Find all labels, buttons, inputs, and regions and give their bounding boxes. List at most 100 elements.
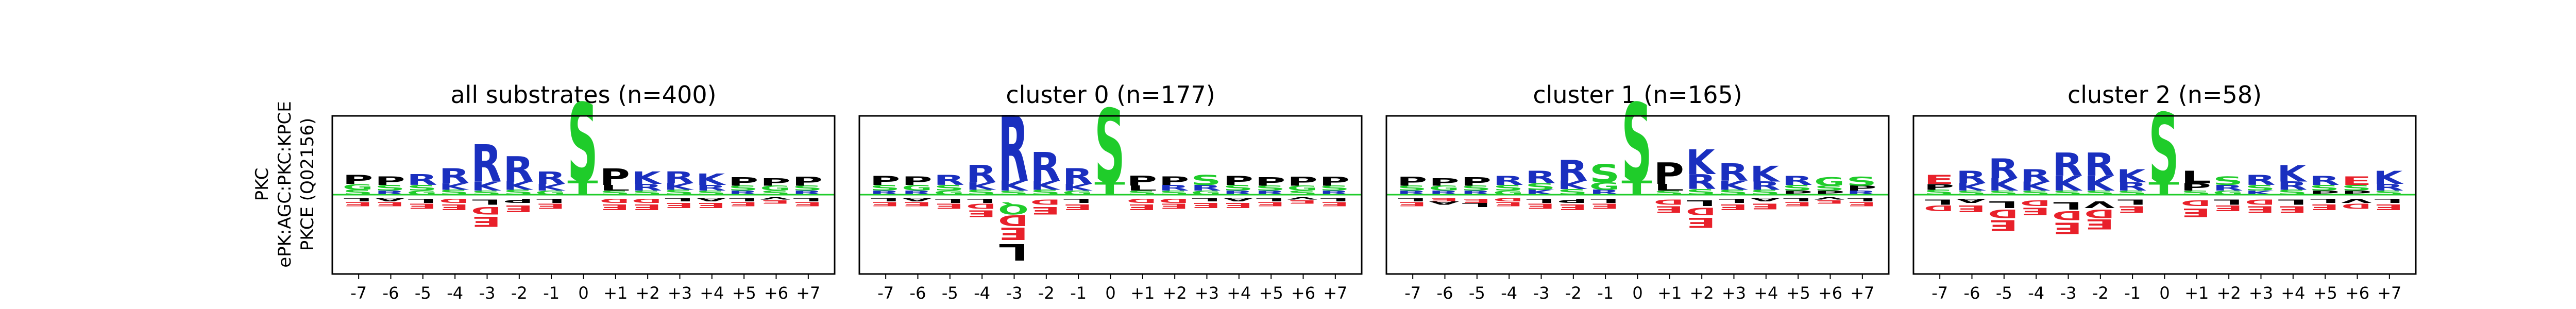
- logo-letter-p: P: [1654, 157, 1684, 191]
- logo-letter-s: S: [375, 183, 405, 193]
- logo-letter-e: E: [535, 202, 566, 210]
- logo-letter-e: E: [760, 199, 790, 204]
- logo-letter-s: S: [1191, 173, 1221, 188]
- logo-letter-l: L: [1589, 197, 1620, 204]
- logo-letter-r: R: [998, 97, 1028, 202]
- logo-letter-v: V: [760, 196, 790, 200]
- logo-letter-k: K: [998, 178, 1029, 194]
- logo-letter-r: R: [664, 168, 694, 187]
- logo-letter-k: K: [1988, 175, 2019, 195]
- logo-letter-k: K: [1750, 162, 1781, 187]
- logo-letter-d: D: [1654, 198, 1684, 205]
- logo-letter-e: E: [2309, 203, 2340, 212]
- logo-letter-r: R: [1493, 174, 1523, 188]
- logo-letter-k: K: [1718, 178, 1748, 193]
- logo-letter-l: L: [2213, 198, 2243, 205]
- logo-letter-p: P: [728, 175, 758, 188]
- logo-letter-s: S: [1814, 184, 1844, 192]
- logo-letter-r: R: [1030, 145, 1061, 191]
- logo-letter-p: P: [1461, 175, 1492, 188]
- x-tick-label: +4: [2281, 283, 2305, 303]
- logo-letter-l: L: [1062, 197, 1093, 204]
- logo-letter-p: P: [1557, 197, 1588, 204]
- logo-panel: all substrates (n=400)SGPLE-7RSPAE-6GSRL…: [331, 81, 836, 303]
- panel-title: cluster 1 (n=165): [1533, 81, 1742, 109]
- x-tick-label: -6: [383, 283, 399, 303]
- logo-letter-e: E: [2374, 203, 2404, 212]
- logo-letter-g: G: [902, 183, 932, 193]
- logo-letter-k: K: [535, 182, 566, 193]
- logo-letter-r: R: [2245, 173, 2275, 188]
- x-tick-label: -6: [1964, 283, 1980, 303]
- x-tick-label: +6: [1818, 283, 1842, 303]
- logo-letter-s: S: [1846, 175, 1877, 189]
- logo-letter-p: P: [1924, 182, 1954, 192]
- logo-letter-l: L: [966, 197, 996, 204]
- logo-letter-a: A: [375, 197, 405, 202]
- x-tick-label: -7: [1404, 283, 1421, 303]
- logo-letter-s: S: [2245, 183, 2275, 193]
- logo-letter-e: E: [1557, 203, 1588, 212]
- x-tick-label: -4: [2028, 283, 2044, 303]
- panel-title: cluster 0 (n=177): [1006, 81, 1215, 109]
- logo-letter-s: S: [1319, 184, 1350, 192]
- logo-letter-e: E: [696, 201, 726, 209]
- logo-letter-l: L: [1319, 197, 1350, 202]
- logo-letter-e: E: [934, 202, 964, 210]
- logo-letter-d: D: [998, 212, 1028, 229]
- x-tick-label: +2: [1163, 283, 1187, 303]
- logo-letter-d: D: [2084, 207, 2115, 219]
- logo-letter-p: P: [503, 197, 534, 204]
- logo-letter-s: S: [567, 82, 598, 207]
- logo-panel: cluster 0 (n=177)RSPLE-7RGPAE-6GSRLE-5SK…: [858, 81, 1363, 303]
- logo-letter-r: R: [2020, 166, 2050, 185]
- logo-letter-k: K: [2374, 167, 2404, 188]
- logo-letter-e: E: [1654, 204, 1684, 214]
- logo-letter-d: D: [1493, 197, 1523, 202]
- logo-letter-p: P: [1846, 184, 1877, 192]
- logo-letter-r: R: [1988, 153, 2019, 184]
- logo-letter-a: A: [1955, 197, 1986, 204]
- logo-letter-e: E: [2116, 204, 2147, 214]
- logo-letter-t: T: [1094, 179, 1125, 199]
- logo-letter-g: G: [1589, 180, 1620, 192]
- logo-letter-k: K: [2277, 161, 2308, 187]
- logo-letter-s: S: [792, 184, 823, 192]
- x-tick-label: -7: [877, 283, 894, 303]
- x-tick-label: 0: [578, 283, 588, 303]
- logo-panel: cluster 2 (n=58)SPELD-7SKRAE-6SKRLDE-5SK…: [1912, 81, 2417, 303]
- logo-letter-a: A: [696, 197, 726, 202]
- logo-letter-g: G: [1287, 184, 1317, 192]
- x-tick-label: -6: [1437, 283, 1453, 303]
- x-tick-label: -4: [447, 283, 463, 303]
- x-tick-label: +3: [1195, 283, 1219, 303]
- logo-letter-t: T: [567, 177, 598, 199]
- logo-letter-e: E: [1461, 197, 1492, 204]
- x-tick-label: +2: [636, 283, 660, 303]
- logo-letter-e: E: [2277, 204, 2308, 214]
- x-tick-label: -2: [1038, 283, 1055, 303]
- x-tick-label: -6: [910, 283, 926, 303]
- logo-letter-r: R: [535, 168, 566, 188]
- logo-letter-v: V: [1287, 196, 1317, 200]
- logo-letter-e: E: [2020, 205, 2050, 217]
- logo-letter-r: R: [2052, 147, 2082, 183]
- logo-letter-r: R: [934, 173, 964, 188]
- logo-letter-d: D: [1988, 207, 2019, 219]
- logo-letter-l: L: [728, 197, 758, 202]
- logo-letter-s: S: [1397, 184, 1427, 192]
- logo-letter-r: R: [2277, 180, 2308, 193]
- logo-letter-p: P: [1223, 174, 1253, 188]
- x-tick-label: +1: [1657, 283, 1682, 303]
- logo-letter-r: R: [1956, 167, 1986, 187]
- logo-letter-l: L: [1924, 198, 1954, 205]
- logo-letter-e: E: [2341, 174, 2371, 187]
- logo-letter-k: K: [1030, 178, 1061, 193]
- logo-letter-r: R: [1750, 180, 1781, 193]
- logo-letter-s: S: [934, 183, 964, 193]
- x-tick-label: -5: [1996, 283, 2012, 303]
- logo-letter-e: E: [1429, 197, 1459, 202]
- logo-letter-e: E: [1030, 204, 1061, 216]
- logo-letter-d: D: [2052, 208, 2082, 222]
- logo-letter-l: L: [1397, 197, 1427, 202]
